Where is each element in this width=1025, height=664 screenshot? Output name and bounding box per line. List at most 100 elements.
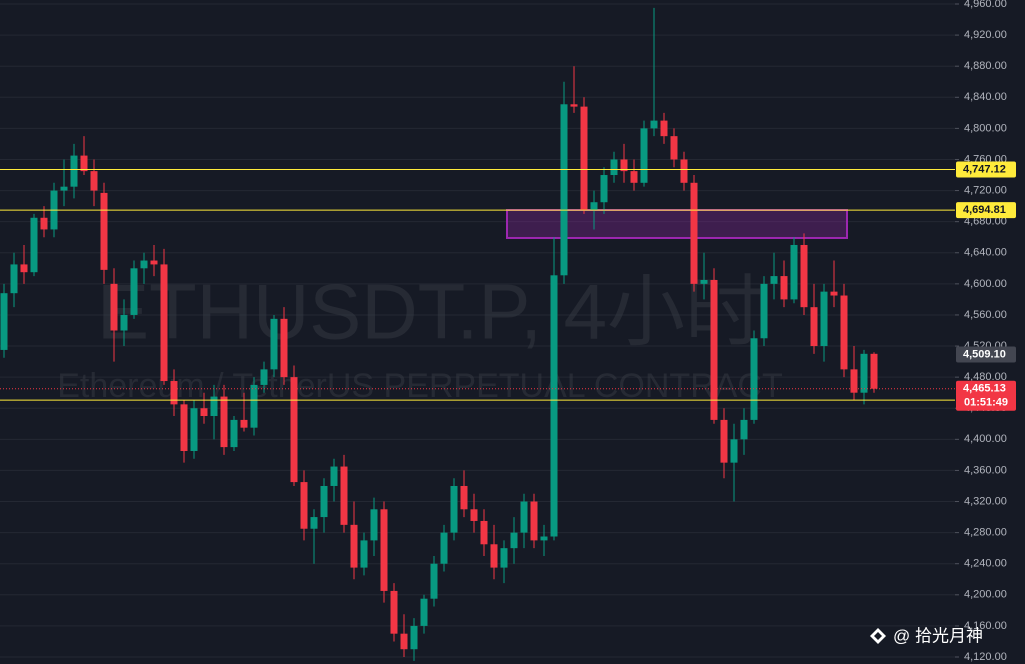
candle-body (310, 517, 318, 529)
candle-body (470, 509, 478, 521)
y-tick-label: 4,960.00 (964, 0, 1007, 10)
candle-body (410, 625, 418, 650)
y-tick-label: 4,280.00 (964, 527, 1007, 539)
axis-background (955, 0, 1025, 664)
zone (506, 209, 848, 239)
candle-body (520, 501, 528, 533)
price-tag-label: 4,747.12 (963, 163, 1006, 175)
candle-body (340, 466, 348, 525)
candle-body (290, 377, 298, 483)
candle-body (630, 171, 638, 183)
y-tick-label: 4,200.00 (964, 589, 1007, 601)
candle-body (210, 396, 218, 417)
price-tag-label: 4,694.81 (963, 204, 1006, 216)
y-tick-label: 4,600.00 (964, 278, 1007, 290)
candle-body (280, 318, 288, 378)
candle-body (420, 598, 428, 626)
candle-body (500, 548, 508, 568)
candle-body (400, 633, 408, 650)
candle-body (690, 182, 698, 284)
candle-body (200, 408, 208, 417)
candle-body (790, 244, 798, 300)
grid (0, 3, 955, 658)
marker-tag (956, 346, 1016, 363)
countdown: 01:51:49 (964, 397, 1008, 409)
y-tick-label: 4,680.00 (964, 216, 1007, 228)
plot (0, 7, 955, 661)
candle-body (490, 544, 498, 568)
last-price-tag (956, 380, 1016, 411)
candle-body (330, 466, 338, 486)
marker-label: 4,509.10 (963, 348, 1006, 360)
candle-body (260, 369, 268, 385)
candle-body (170, 381, 178, 405)
candle-body (350, 524, 358, 568)
candle-body (720, 419, 728, 463)
candle-body (230, 419, 238, 448)
candle-body (760, 283, 768, 339)
candle-body (130, 268, 138, 315)
candle-body (850, 369, 858, 393)
y-tick-label: 4,840.00 (964, 91, 1007, 103)
y-tick-label: 4,920.00 (964, 29, 1007, 41)
candle-body (810, 307, 818, 347)
y-tick-label: 4,640.00 (964, 247, 1007, 259)
y-tick-label: 4,240.00 (964, 558, 1007, 570)
candle-body (40, 217, 48, 230)
candle-body (640, 128, 648, 183)
candle-body (540, 536, 548, 541)
watermark: ETHUSDT.P, 4小时 (97, 268, 763, 356)
candle-body (600, 175, 608, 203)
candle-body (20, 264, 28, 273)
candle-body (300, 482, 308, 529)
candle-body (730, 439, 738, 463)
candle-body (740, 419, 748, 440)
price-tag (956, 161, 1016, 178)
watermark-subtitle: Ethereum / TetherUS PERPETUAL CONTRACT (57, 367, 783, 405)
candle-body (480, 520, 488, 545)
candle-body (0, 293, 8, 350)
y-tick-label: 4,720.00 (964, 184, 1007, 196)
candle-body (550, 275, 558, 537)
candle-body (580, 106, 588, 211)
y-tick-label: 4,120.00 (964, 651, 1007, 663)
y-tick-label: 4,360.00 (964, 464, 1007, 476)
candle-body (380, 509, 388, 591)
candle-body (390, 590, 398, 634)
credit: @ 拾光月神 (870, 626, 983, 645)
candle-body (100, 192, 108, 270)
candle-body (670, 136, 678, 160)
candle-body (30, 217, 38, 273)
candle-body (840, 295, 848, 370)
candle-body (450, 485, 458, 533)
candle-body (320, 485, 328, 518)
candle-body (750, 338, 758, 420)
candle-body (110, 283, 118, 331)
candle-body (160, 264, 168, 382)
candle-body (660, 120, 668, 137)
candle-body (440, 532, 448, 564)
candle-body (560, 104, 568, 276)
candle-body (870, 353, 878, 389)
candle-body (180, 404, 188, 451)
candle-body (780, 276, 788, 300)
candle-body (650, 120, 658, 129)
y-tick-label: 4,320.00 (964, 495, 1007, 507)
candle-body (510, 532, 518, 549)
candle-body (770, 276, 778, 284)
candle-body (70, 155, 78, 187)
candle-body (60, 186, 68, 191)
y-tick-label: 4,800.00 (964, 122, 1007, 134)
candle-body (220, 396, 228, 448)
candle-body (250, 384, 258, 428)
price-tag (956, 202, 1016, 219)
candle-body (590, 202, 598, 211)
candle-body (140, 260, 148, 269)
candle-body (620, 159, 628, 172)
candle-body (360, 540, 368, 568)
candle-body (800, 244, 808, 308)
y-tick-label: 4,400.00 (964, 433, 1007, 445)
candle-body (190, 408, 198, 451)
